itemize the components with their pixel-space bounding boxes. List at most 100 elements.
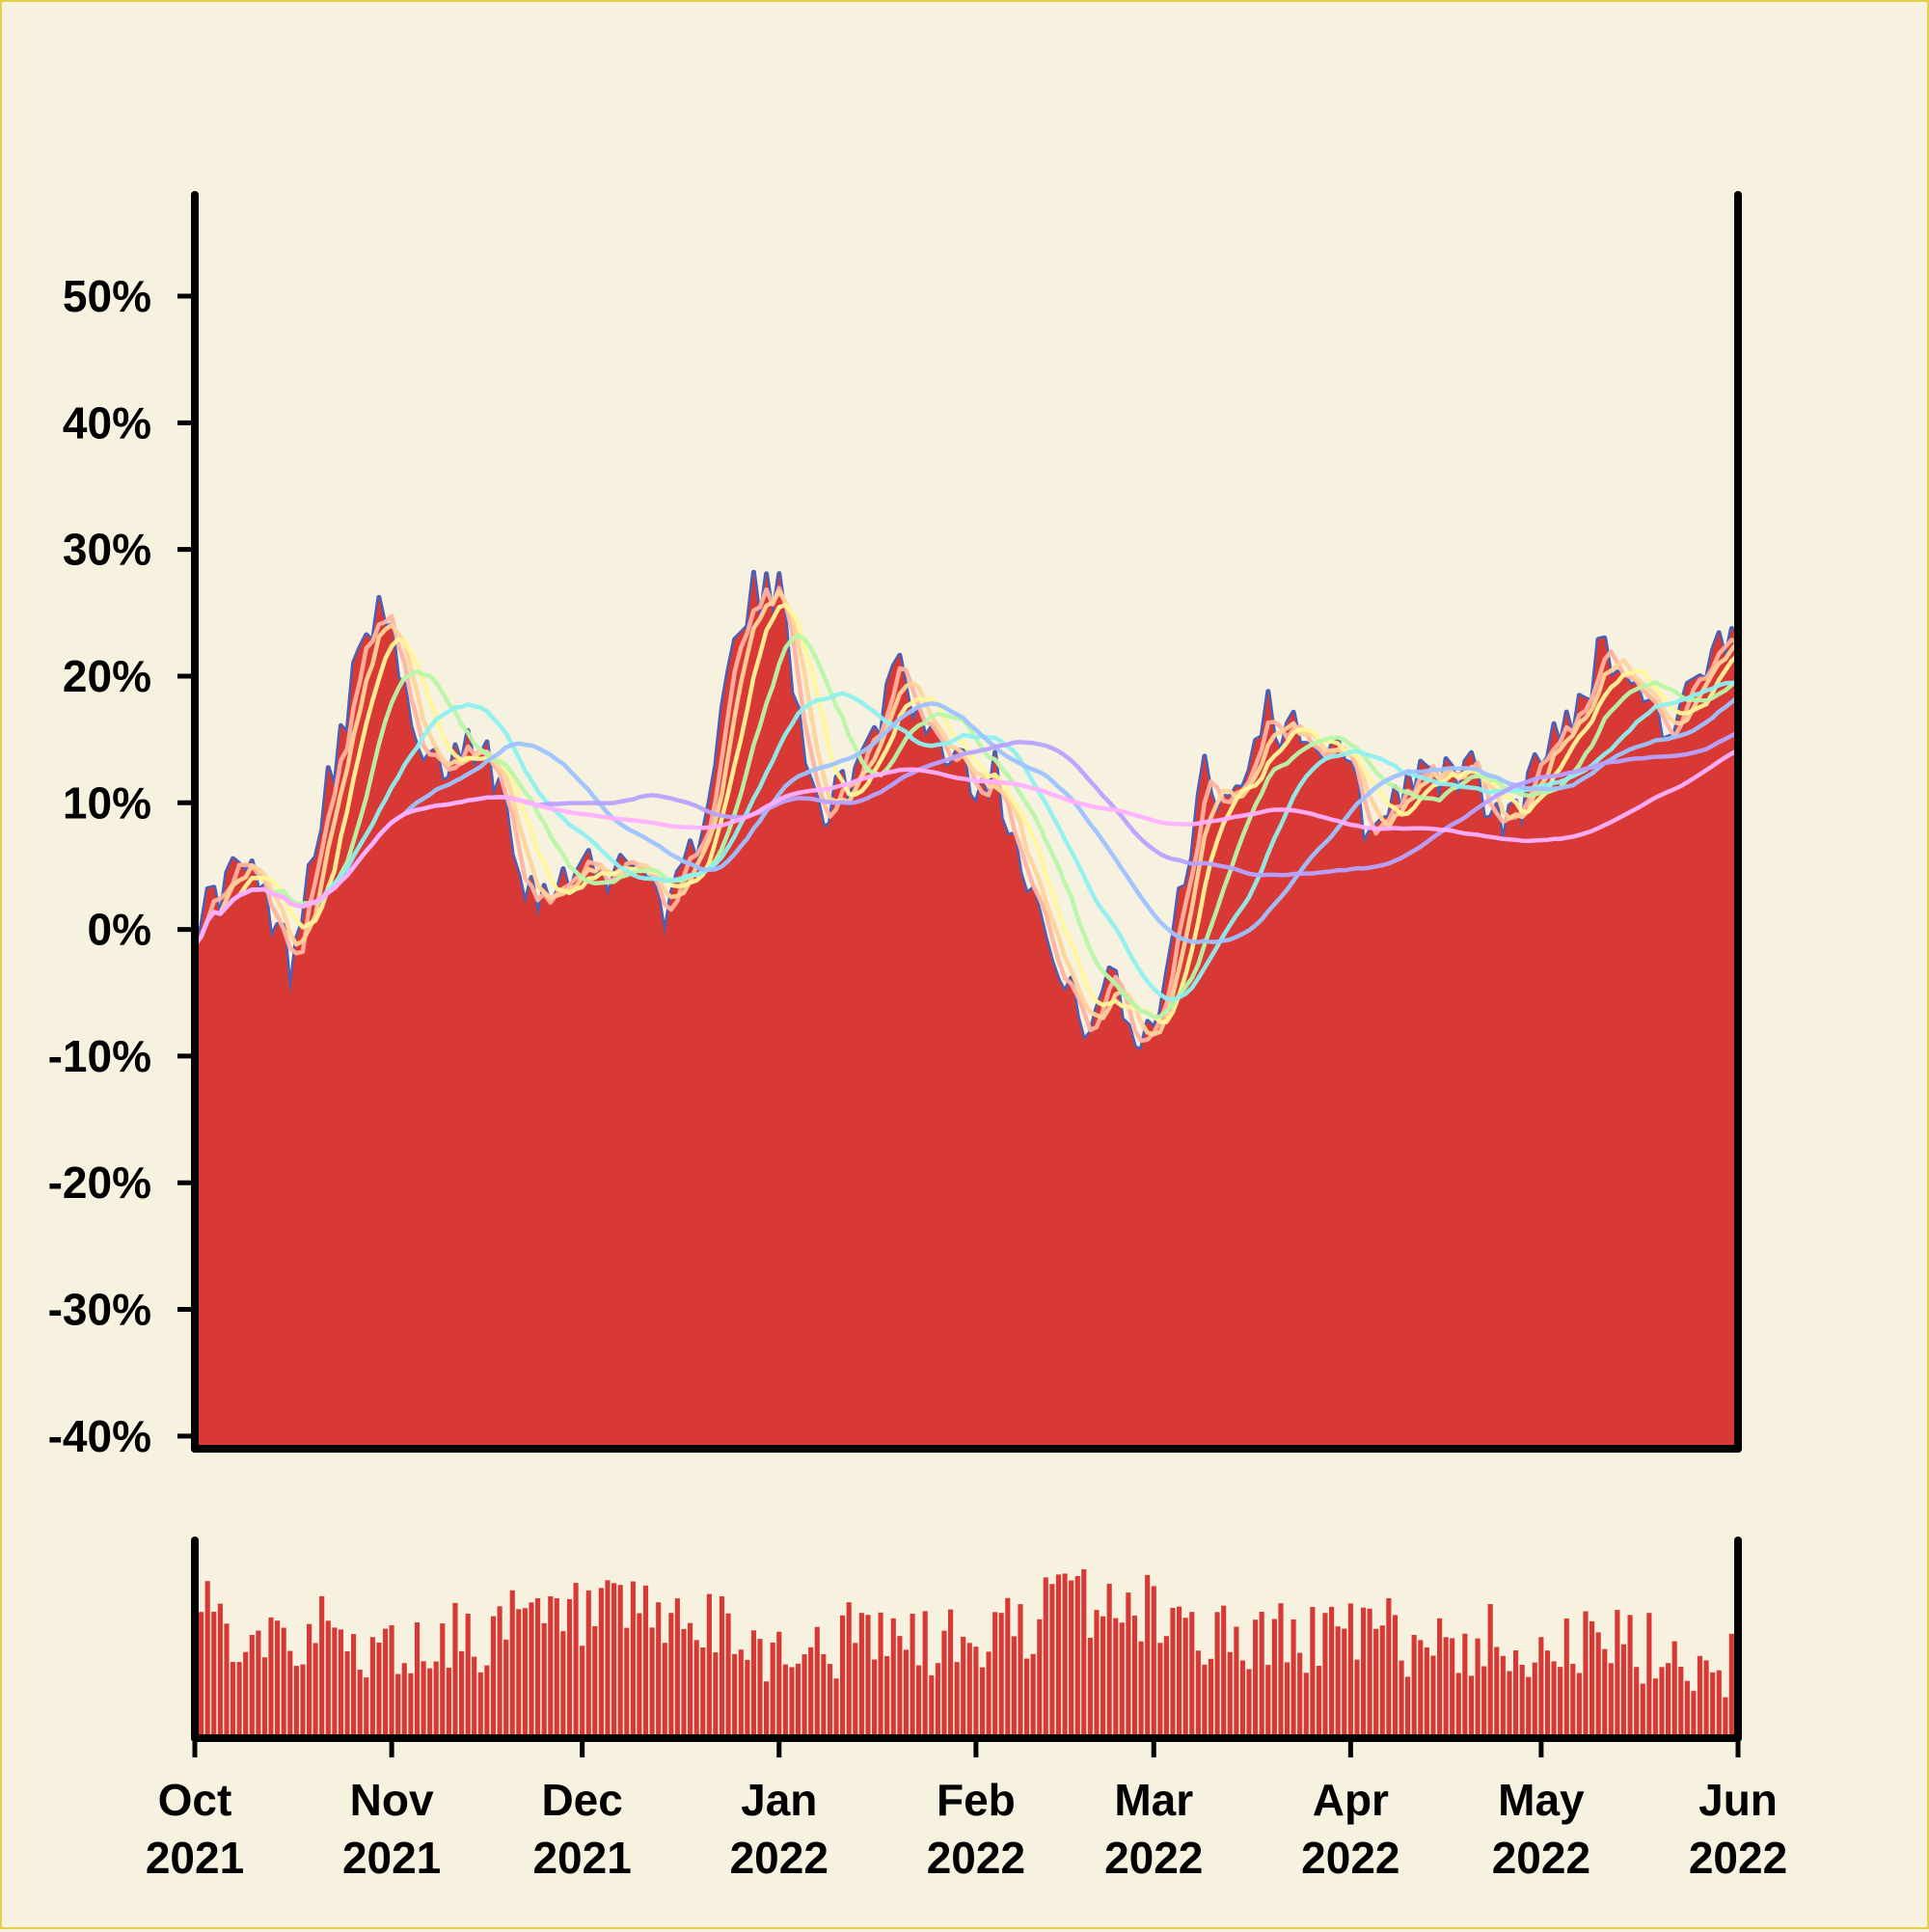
volume-bar bbox=[979, 1667, 986, 1738]
volume-bar bbox=[332, 1627, 338, 1738]
volume-bar bbox=[395, 1673, 401, 1738]
volume-bar bbox=[890, 1618, 896, 1738]
volume-bar bbox=[357, 1670, 363, 1738]
volume-bar bbox=[1640, 1683, 1645, 1738]
x-tick-year-label: 2022 bbox=[730, 1833, 829, 1883]
volume-bar bbox=[941, 1630, 947, 1738]
volume-bar bbox=[719, 1596, 725, 1738]
volume-bar bbox=[1608, 1663, 1614, 1738]
volume-bar bbox=[853, 1643, 858, 1738]
volume-bar bbox=[693, 1640, 699, 1738]
volume-bar bbox=[592, 1625, 598, 1738]
volume-bar bbox=[414, 1622, 421, 1738]
volume-bar bbox=[560, 1631, 566, 1738]
volume-bar bbox=[230, 1662, 236, 1738]
volume-bar bbox=[611, 1583, 617, 1738]
volume-bar bbox=[662, 1643, 667, 1738]
volume-bar bbox=[1043, 1577, 1048, 1738]
volume-bar bbox=[1342, 1628, 1347, 1738]
volume-bar bbox=[1430, 1655, 1436, 1738]
volume-bar bbox=[605, 1580, 611, 1738]
volume-bar bbox=[1354, 1659, 1360, 1738]
volume-bar bbox=[1278, 1603, 1284, 1738]
volume-bar bbox=[1532, 1662, 1537, 1738]
volume-bar bbox=[1443, 1637, 1449, 1738]
volume-bar bbox=[801, 1654, 807, 1738]
volume-bar bbox=[808, 1646, 814, 1738]
volume-bar bbox=[1615, 1610, 1620, 1738]
volume-bar bbox=[1405, 1676, 1411, 1738]
volume-bar bbox=[459, 1650, 465, 1738]
volume-bar bbox=[998, 1613, 1004, 1738]
y-tick-label: 10% bbox=[63, 777, 151, 828]
x-tick-month-label: Nov bbox=[350, 1775, 434, 1825]
volume-bar bbox=[1227, 1651, 1233, 1738]
volume-bar bbox=[1214, 1612, 1220, 1738]
volume-bar bbox=[1055, 1574, 1062, 1738]
price-area bbox=[195, 572, 1738, 1449]
volume-bar bbox=[224, 1623, 230, 1738]
volume-bar bbox=[509, 1590, 515, 1738]
volume-bar bbox=[973, 1646, 979, 1738]
volume-bar bbox=[344, 1651, 350, 1738]
volume-bar bbox=[814, 1626, 820, 1738]
x-tick-year-label: 2022 bbox=[1492, 1833, 1590, 1883]
volume-bar bbox=[1723, 1697, 1728, 1738]
volume-bar bbox=[846, 1602, 852, 1738]
x-tick-year-label: 2021 bbox=[532, 1833, 631, 1883]
volume-bar bbox=[1513, 1650, 1519, 1738]
x-tick-month-label: Feb bbox=[937, 1775, 1016, 1825]
volume-bar bbox=[484, 1665, 490, 1738]
volume-bar bbox=[1716, 1670, 1722, 1738]
volume-bar bbox=[497, 1606, 503, 1738]
x-tick-year-label: 2021 bbox=[342, 1833, 441, 1883]
volume-bar bbox=[1316, 1666, 1322, 1738]
volume-bar bbox=[1062, 1573, 1068, 1738]
volume-bar bbox=[1678, 1667, 1684, 1738]
volume-bar bbox=[1544, 1650, 1551, 1738]
volume-bar bbox=[776, 1631, 782, 1738]
x-tick-month-label: Jun bbox=[1698, 1775, 1778, 1825]
volume-bar bbox=[1138, 1641, 1144, 1738]
volume-bar bbox=[1234, 1626, 1239, 1738]
volume-bar bbox=[1106, 1583, 1112, 1738]
x-tick-month-label: Oct bbox=[158, 1775, 232, 1825]
volume-bar bbox=[903, 1649, 910, 1738]
volume-bar bbox=[1265, 1665, 1271, 1738]
volume-bar bbox=[738, 1649, 744, 1738]
volume-bar bbox=[275, 1620, 281, 1738]
volume-bar bbox=[897, 1636, 903, 1738]
volume-bar bbox=[884, 1656, 890, 1738]
volume-bar bbox=[1583, 1611, 1589, 1738]
volume-bar bbox=[1221, 1605, 1227, 1738]
volume-bar bbox=[1462, 1633, 1468, 1738]
volume-bar bbox=[1494, 1646, 1500, 1738]
volume-bar bbox=[1246, 1669, 1252, 1738]
volume-bar bbox=[1189, 1612, 1195, 1738]
volume-bar bbox=[541, 1622, 547, 1738]
volume-bar bbox=[211, 1612, 217, 1738]
volume-bar bbox=[554, 1598, 559, 1738]
volume-bar bbox=[1094, 1610, 1100, 1738]
volume-bar bbox=[1710, 1672, 1716, 1738]
volume-bar bbox=[281, 1627, 286, 1738]
volume-bar bbox=[1450, 1638, 1455, 1738]
volume-bar bbox=[573, 1583, 579, 1738]
volume-bar bbox=[1671, 1641, 1677, 1738]
volume-bar bbox=[1620, 1644, 1627, 1738]
volume-bar bbox=[624, 1627, 630, 1738]
volume-bar bbox=[1538, 1637, 1544, 1738]
volume-bar bbox=[364, 1677, 369, 1738]
volume-bar bbox=[1163, 1636, 1169, 1738]
volume-bar bbox=[1519, 1665, 1525, 1738]
y-tick-label: 20% bbox=[63, 651, 151, 701]
volume-bar bbox=[1074, 1576, 1080, 1738]
y-tick-label: -40% bbox=[48, 1411, 151, 1461]
volume-bar bbox=[910, 1614, 915, 1738]
volume-bar bbox=[1481, 1666, 1487, 1738]
volume-bar bbox=[1087, 1637, 1093, 1738]
volume-panel bbox=[191, 1537, 1742, 1742]
volume-bar bbox=[1151, 1586, 1156, 1738]
x-tick-month-label: Jan bbox=[741, 1775, 817, 1825]
volume-bar bbox=[1271, 1619, 1277, 1738]
